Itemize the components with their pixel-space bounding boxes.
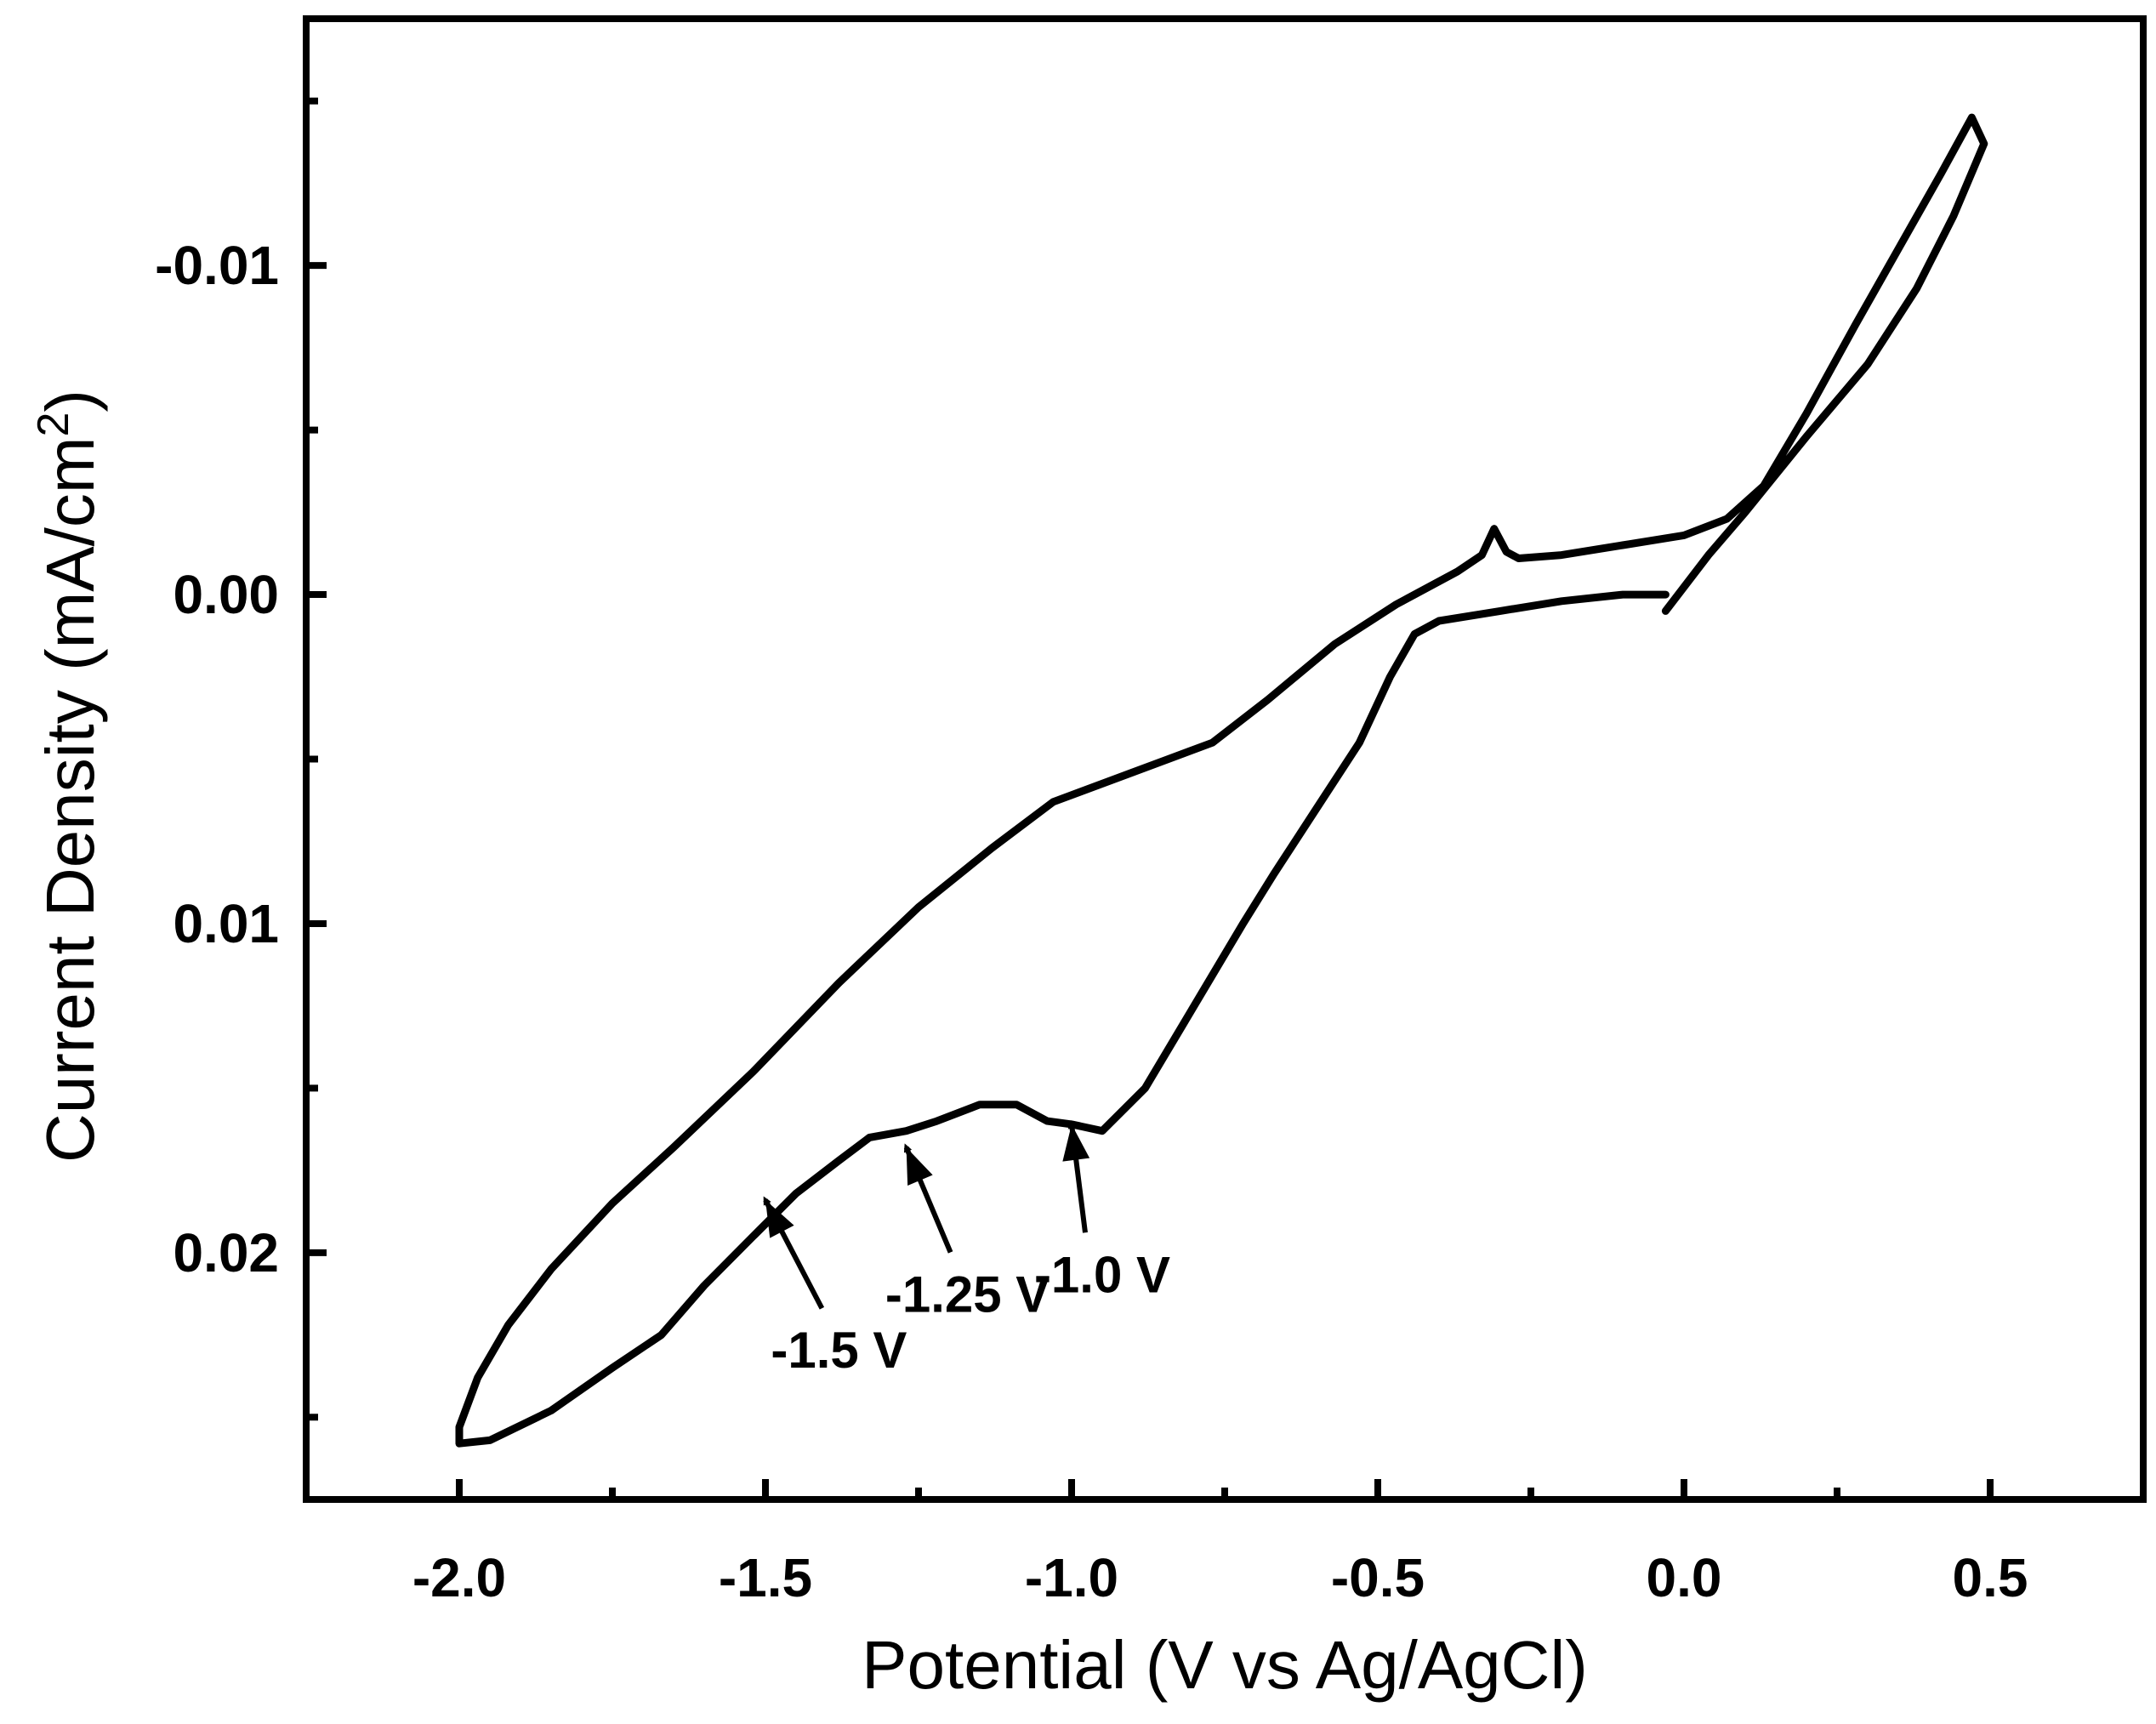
x-tick-label: -1.5 — [719, 1547, 812, 1608]
y-tick-label: 0.01 — [173, 893, 279, 954]
x-tick-label: -2.0 — [412, 1547, 506, 1608]
y-axis-title-main: Current Density (mA/cm — [32, 437, 108, 1163]
annotation-arrowhead — [906, 1147, 933, 1186]
y-axis-title-end: ) — [32, 390, 108, 413]
x-axis-title: Potential (V vs Ag/AgCl) — [862, 1627, 1588, 1703]
y-tick-label: -0.01 — [155, 235, 279, 296]
y-axis-title: Current Density (mA/cm2) — [29, 390, 108, 1163]
y-tick-label: 0.02 — [173, 1222, 279, 1283]
annotation-label: -1.25 V — [885, 1266, 1050, 1323]
x-tick-label: -1.0 — [1025, 1547, 1118, 1608]
annotation-label: -1.5 V — [771, 1322, 907, 1379]
annotations: -1.0 V-1.25 V-1.5 V — [763, 1119, 1170, 1379]
y-tick-label: 0.00 — [173, 564, 279, 625]
series-layer — [455, 113, 1988, 1448]
x-tick-label: 0.5 — [1953, 1547, 2028, 1608]
x-tick-label: 0.0 — [1647, 1547, 1722, 1608]
annotation-label: -1.0 V — [1034, 1246, 1170, 1303]
cv-curve — [455, 113, 1988, 1448]
annotation-arrowhead — [765, 1199, 794, 1238]
annotation-arrowhead — [1062, 1124, 1090, 1162]
y-axis-title-superscript: 2 — [29, 413, 78, 437]
x-tick-label: -0.5 — [1331, 1547, 1425, 1608]
plot-frame — [303, 15, 2147, 1503]
tick-labels: -2.0 -1.5 -1.0 -0.5 0.0 0.5 -0.01 0.00 0.01 0.02 — [155, 235, 2028, 1608]
